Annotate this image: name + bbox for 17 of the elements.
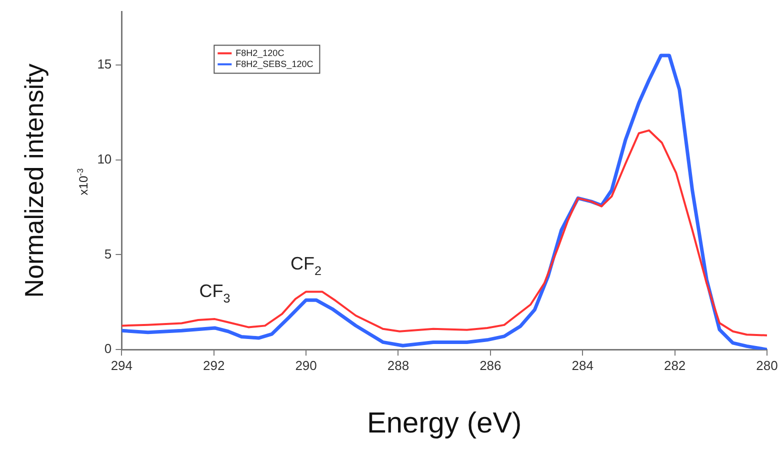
y-axis-title: Normalized intensity	[18, 64, 49, 298]
x-tick-label: 280	[756, 358, 778, 373]
y-tick-label: 0	[104, 341, 112, 356]
legend-label: F8H2_SEBS_120C	[236, 58, 314, 69]
x-tick-label: 294	[110, 358, 133, 373]
legend-label: F8H2_120C	[236, 48, 285, 58]
text: x10-3	[74, 168, 91, 196]
y-tick-label: 15	[97, 56, 112, 72]
y-tick-label: 5	[104, 246, 112, 262]
x-tick-label: 290	[295, 358, 317, 373]
x-tick-label: 284	[572, 358, 594, 373]
y-tick-label: 10	[97, 151, 112, 166]
x-tick-label: 292	[203, 358, 225, 373]
x-tick-label: 282	[664, 358, 686, 373]
x-axis-title: Energy (eV)	[366, 408, 522, 440]
x-tick-label: 286	[480, 358, 502, 373]
x-tick-label: 288	[387, 358, 410, 373]
